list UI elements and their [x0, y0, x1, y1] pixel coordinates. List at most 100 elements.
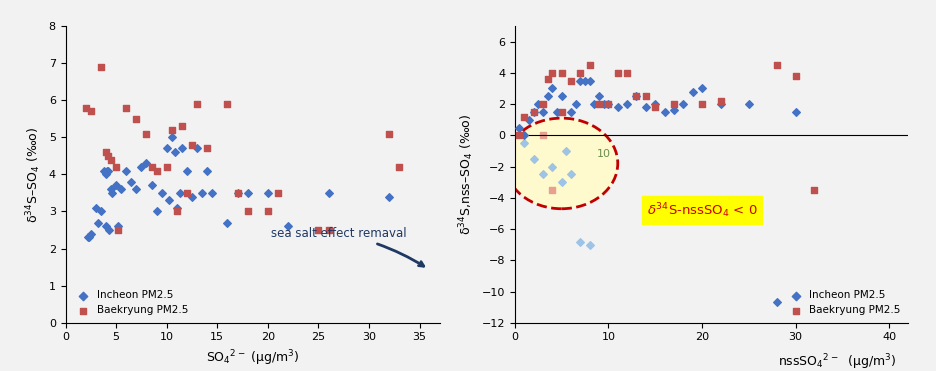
Incheon PM2.5	[83, 231, 98, 237]
Baekryung PM2.5	[382, 131, 397, 137]
Baekryung PM2.5	[620, 70, 635, 76]
Baekryung PM2.5	[169, 209, 184, 214]
Incheon PM2.5	[582, 78, 597, 83]
Baekryung PM2.5	[159, 164, 174, 170]
Incheon PM2.5	[695, 85, 709, 91]
Incheon PM2.5	[174, 145, 189, 151]
Incheon PM2.5	[154, 190, 169, 196]
Baekryung PM2.5	[592, 101, 607, 107]
Baekryung PM2.5	[311, 227, 326, 233]
Baekryung PM2.5	[554, 70, 569, 76]
Legend: Incheon PM2.5, Baekryung PM2.5: Incheon PM2.5, Baekryung PM2.5	[71, 288, 190, 318]
Incheon PM2.5	[180, 168, 195, 174]
Baekryung PM2.5	[392, 164, 407, 170]
Baekryung PM2.5	[563, 78, 578, 83]
Incheon PM2.5	[220, 220, 235, 226]
Incheon PM2.5	[80, 234, 95, 240]
Incheon PM2.5	[713, 101, 728, 107]
Incheon PM2.5	[119, 168, 134, 174]
Incheon PM2.5	[596, 101, 611, 107]
Incheon PM2.5	[620, 101, 635, 107]
Incheon PM2.5	[545, 85, 560, 91]
Incheon PM2.5	[592, 93, 607, 99]
X-axis label: SO$_4$$^{2-}$ (μg/m$^3$): SO$_4$$^{2-}$ (μg/m$^3$)	[206, 348, 300, 368]
Incheon PM2.5	[554, 93, 569, 99]
Incheon PM2.5	[169, 205, 184, 211]
Incheon PM2.5	[81, 234, 96, 240]
Baekryung PM2.5	[512, 132, 527, 138]
Baekryung PM2.5	[94, 64, 109, 70]
Incheon PM2.5	[531, 101, 546, 107]
Baekryung PM2.5	[109, 164, 124, 170]
Point	[769, 299, 784, 305]
Incheon PM2.5	[601, 101, 616, 107]
Point	[573, 239, 588, 244]
Incheon PM2.5	[657, 109, 672, 115]
Incheon PM2.5	[109, 183, 124, 188]
Incheon PM2.5	[666, 107, 681, 113]
Incheon PM2.5	[149, 209, 164, 214]
Baekryung PM2.5	[582, 62, 597, 68]
Incheon PM2.5	[110, 223, 125, 229]
Incheon PM2.5	[139, 160, 154, 166]
Baekryung PM2.5	[165, 127, 180, 133]
Baekryung PM2.5	[540, 76, 555, 82]
Baekryung PM2.5	[83, 108, 98, 114]
Baekryung PM2.5	[241, 209, 256, 214]
Point	[545, 164, 560, 170]
Point	[563, 171, 578, 177]
Text: $\delta^{34}$S-nssSO$_4$ < 0: $\delta^{34}$S-nssSO$_4$ < 0	[647, 201, 757, 220]
Baekryung PM2.5	[119, 105, 134, 111]
Baekryung PM2.5	[144, 164, 159, 170]
Y-axis label: δ$^{34}$S,nss–SO$_4$ (‰o): δ$^{34}$S,nss–SO$_4$ (‰o)	[458, 114, 476, 235]
Incheon PM2.5	[629, 93, 644, 99]
Point	[554, 179, 569, 185]
Baekryung PM2.5	[79, 105, 94, 111]
Incheon PM2.5	[573, 78, 588, 83]
Baekryung PM2.5	[666, 101, 681, 107]
Text: 10: 10	[597, 149, 610, 159]
Baekryung PM2.5	[199, 145, 214, 151]
Baekryung PM2.5	[629, 93, 644, 99]
Baekryung PM2.5	[321, 227, 336, 233]
Point	[582, 242, 597, 247]
Incheon PM2.5	[91, 220, 106, 226]
Baekryung PM2.5	[100, 153, 115, 159]
Baekryung PM2.5	[610, 70, 625, 76]
Baekryung PM2.5	[220, 101, 235, 107]
Incheon PM2.5	[113, 186, 128, 192]
Baekryung PM2.5	[807, 187, 822, 193]
Incheon PM2.5	[512, 125, 527, 131]
Incheon PM2.5	[144, 183, 159, 188]
Incheon PM2.5	[260, 190, 275, 196]
Point	[559, 148, 574, 154]
Ellipse shape	[505, 118, 618, 209]
Baekryung PM2.5	[184, 142, 199, 148]
Incheon PM2.5	[788, 109, 803, 115]
Incheon PM2.5	[100, 168, 115, 174]
Incheon PM2.5	[676, 101, 691, 107]
Point	[526, 156, 541, 162]
Incheon PM2.5	[321, 190, 336, 196]
Baekryung PM2.5	[638, 93, 653, 99]
Incheon PM2.5	[517, 132, 532, 138]
Incheon PM2.5	[168, 149, 183, 155]
Point	[545, 187, 560, 193]
Incheon PM2.5	[540, 93, 555, 99]
Baekryung PM2.5	[601, 101, 616, 107]
Baekryung PM2.5	[139, 131, 154, 137]
Point	[517, 140, 532, 146]
Baekryung PM2.5	[260, 209, 275, 214]
Incheon PM2.5	[741, 101, 756, 107]
Incheon PM2.5	[96, 168, 111, 174]
Incheon PM2.5	[241, 190, 256, 196]
Baekryung PM2.5	[230, 190, 245, 196]
Baekryung PM2.5	[174, 123, 189, 129]
Point	[535, 171, 550, 177]
Incheon PM2.5	[98, 171, 113, 177]
Incheon PM2.5	[205, 190, 220, 196]
Y-axis label: δ$^{34}$S–SO$_4$ (‰o): δ$^{34}$S–SO$_4$ (‰o)	[24, 126, 43, 223]
Incheon PM2.5	[101, 227, 116, 233]
Incheon PM2.5	[99, 168, 114, 174]
Baekryung PM2.5	[149, 168, 164, 174]
